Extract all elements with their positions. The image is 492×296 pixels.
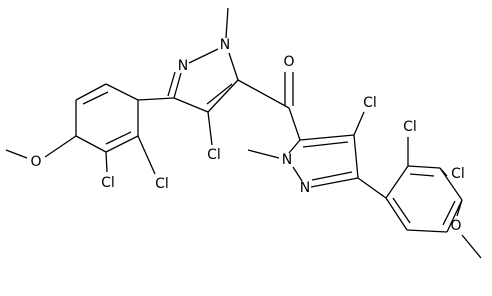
bond	[288, 107, 301, 141]
bond	[409, 173, 435, 177]
bond	[302, 141, 349, 148]
atom-label: Cl	[155, 176, 169, 192]
bond	[353, 134, 359, 179]
bond	[446, 199, 463, 233]
bond	[225, 7, 229, 39]
bond	[406, 229, 448, 233]
bond	[206, 83, 233, 105]
bond	[82, 91, 109, 105]
bond	[292, 166, 303, 182]
atom-label: N	[300, 180, 310, 196]
bond	[173, 72, 182, 99]
atom-label: N	[282, 152, 292, 168]
bond	[5, 149, 28, 159]
bond	[207, 79, 239, 113]
atom-label: Cl	[207, 147, 221, 163]
bond	[392, 197, 411, 224]
bond	[44, 135, 77, 158]
bond	[247, 149, 280, 159]
bond	[237, 79, 290, 109]
atom-label: Cl	[403, 119, 417, 135]
bond	[75, 135, 107, 153]
bond	[439, 167, 463, 201]
bond	[456, 199, 463, 217]
atom-label: N	[178, 58, 188, 74]
bond	[310, 177, 359, 188]
bond	[105, 151, 108, 173]
atom-label: N	[220, 37, 230, 53]
bond	[357, 177, 387, 199]
bonds	[5, 7, 482, 259]
bond	[439, 167, 448, 177]
bond	[105, 131, 132, 145]
bond	[137, 135, 156, 175]
atom-label: Cl	[101, 175, 115, 191]
bond	[105, 135, 139, 153]
atom-label: Cl	[451, 166, 465, 182]
bond	[105, 83, 139, 101]
bond	[75, 83, 107, 101]
bond	[442, 200, 456, 226]
bond	[167, 71, 176, 97]
bond	[385, 197, 408, 231]
atom-label: O	[450, 218, 461, 234]
atom-label: O	[30, 154, 41, 170]
bond	[288, 139, 301, 154]
bond	[228, 52, 239, 81]
bond	[407, 165, 441, 169]
bond	[461, 234, 482, 259]
bond	[173, 97, 209, 113]
bond	[188, 48, 219, 64]
bond	[137, 97, 175, 101]
atom-label: Cl	[363, 95, 377, 111]
bond	[311, 171, 353, 181]
atom-label: O	[283, 54, 294, 70]
bond	[353, 111, 365, 136]
bond	[385, 165, 409, 199]
bond	[207, 111, 213, 146]
bond	[299, 134, 355, 141]
